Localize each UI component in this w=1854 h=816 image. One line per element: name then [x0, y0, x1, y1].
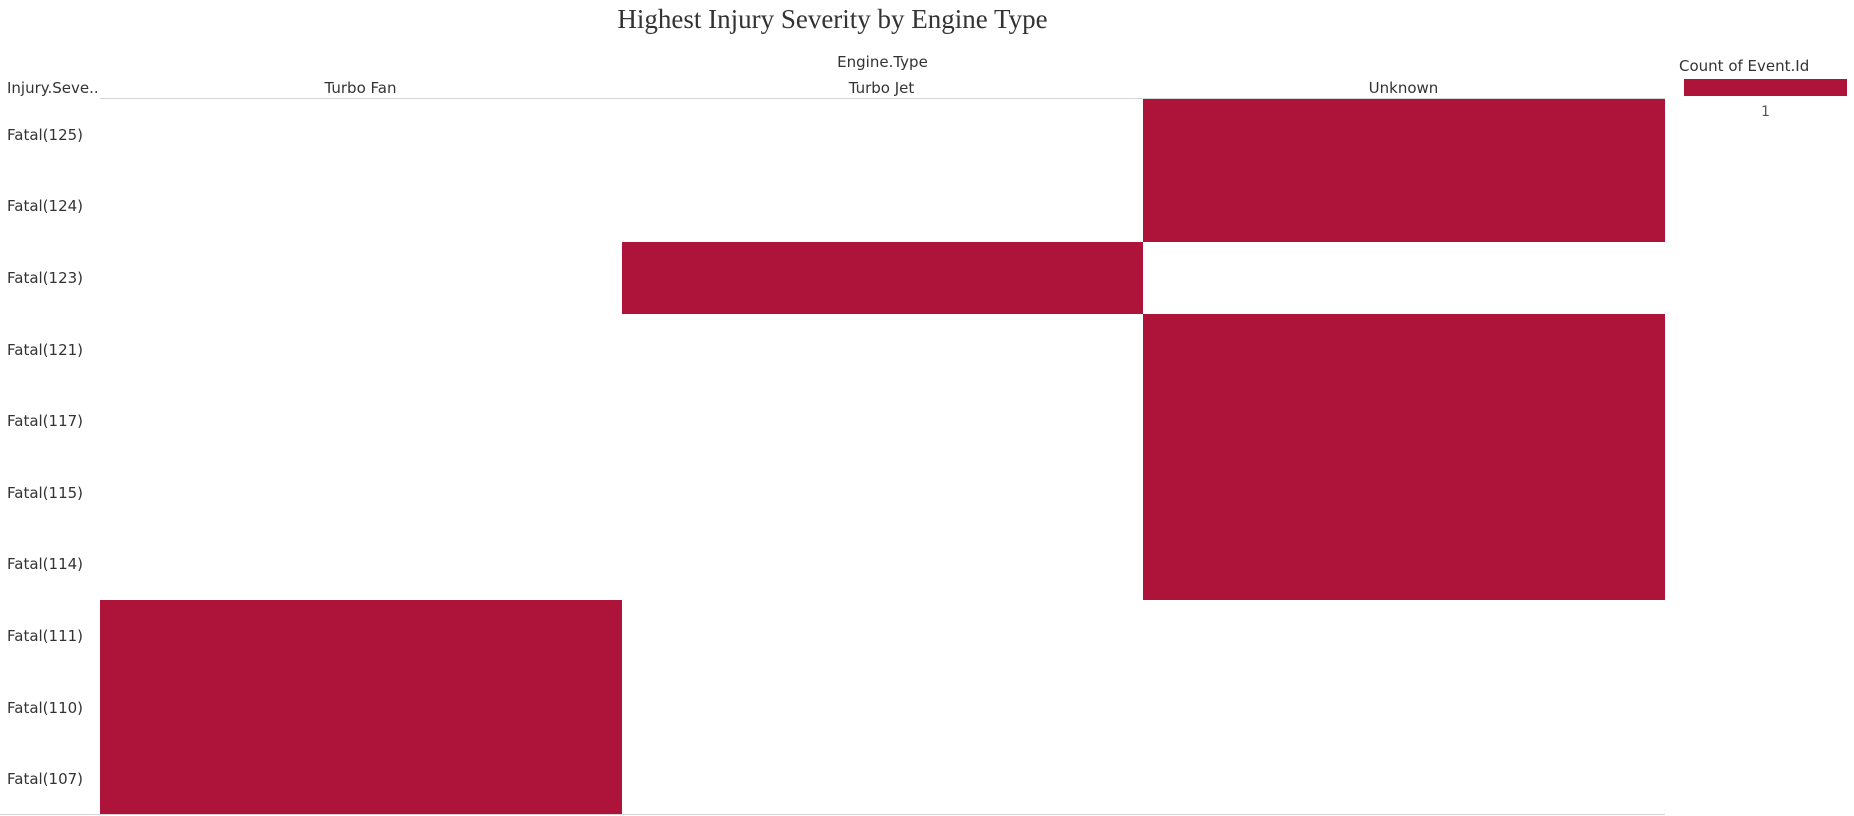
row-label: Fatal(111): [7, 627, 84, 645]
row-label: Fatal(125): [7, 125, 84, 144]
row-label: Fatal(114): [7, 555, 84, 574]
heatmap-cell[interactable]: [1143, 99, 1665, 171]
heatmap-cell[interactable]: [1143, 314, 1665, 385]
row-label: Fatal(110): [7, 698, 84, 717]
row-field-label: Injury.Seve..: [7, 79, 99, 97]
header-divider: [100, 98, 1665, 99]
row-label: Fatal(107): [7, 770, 84, 789]
heatmap-plot: [100, 99, 1665, 815]
heatmap-cell[interactable]: [1143, 457, 1665, 529]
heatmap-cell[interactable]: [100, 672, 622, 743]
heatmap-cell[interactable]: [1143, 385, 1665, 457]
row-label: Fatal(124): [7, 197, 84, 216]
column-header-unknown: Unknown: [1368, 79, 1439, 97]
heatmap-cell[interactable]: [622, 242, 1143, 314]
row-label: Fatal(123): [7, 269, 84, 287]
legend-title: Count of Event.Id: [1679, 57, 1810, 75]
chart-title: Highest Injury Severity by Engine Type: [617, 4, 1048, 34]
heatmap-cell[interactable]: [100, 743, 622, 815]
legend-color-swatch: [1684, 79, 1847, 96]
column-header-turbo-jet: Turbo Jet: [848, 79, 915, 97]
row-label: Fatal(117): [7, 412, 84, 431]
heatmap-cell[interactable]: [100, 600, 622, 672]
column-field-label: Engine.Type: [837, 53, 928, 71]
legend-value-label: 1: [1761, 104, 1770, 120]
bottom-divider: [0, 814, 1665, 815]
heatmap-cell[interactable]: [1143, 529, 1665, 600]
column-header-turbo-fan: Turbo Fan: [324, 79, 397, 97]
heatmap-cell[interactable]: [1143, 171, 1665, 242]
row-label: Fatal(115): [7, 483, 84, 502]
row-label: Fatal(121): [7, 340, 84, 359]
